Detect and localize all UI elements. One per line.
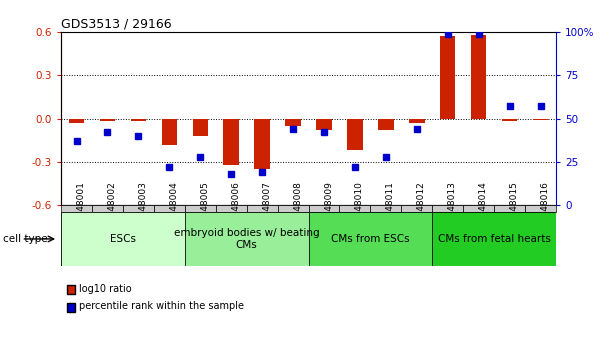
Bar	[61, 205, 92, 212]
Text: ESCs: ESCs	[110, 234, 136, 244]
Bar	[224, 119, 239, 165]
Bar	[340, 205, 370, 212]
Bar	[401, 205, 433, 212]
Text: CMs from fetal hearts: CMs from fetal hearts	[437, 234, 551, 244]
Bar	[123, 205, 154, 212]
Text: GSM348008: GSM348008	[293, 181, 302, 236]
Bar	[247, 205, 277, 212]
Text: cell type: cell type	[3, 234, 48, 244]
Bar	[61, 212, 185, 266]
Bar	[471, 35, 486, 119]
Bar	[100, 119, 115, 121]
Bar	[254, 119, 270, 169]
Text: GSM348001: GSM348001	[76, 181, 86, 236]
Bar	[463, 205, 494, 212]
Text: GSM348015: GSM348015	[510, 181, 519, 236]
Bar	[440, 36, 455, 119]
Bar	[370, 205, 401, 212]
Bar	[433, 205, 463, 212]
Text: GSM348002: GSM348002	[108, 182, 117, 236]
Text: GSM348016: GSM348016	[541, 181, 549, 236]
Text: GSM348005: GSM348005	[200, 181, 210, 236]
Bar	[409, 119, 425, 123]
Text: GSM348007: GSM348007	[262, 181, 271, 236]
Text: embryoid bodies w/ beating
CMs: embryoid bodies w/ beating CMs	[174, 228, 320, 250]
Text: GSM348011: GSM348011	[386, 181, 395, 236]
Bar	[185, 212, 309, 266]
Text: GSM348013: GSM348013	[448, 181, 457, 236]
Bar	[162, 119, 177, 144]
Text: GSM348014: GSM348014	[478, 182, 488, 236]
Bar	[525, 205, 556, 212]
Bar	[316, 119, 332, 130]
Text: GSM348012: GSM348012	[417, 182, 426, 236]
Bar	[154, 205, 185, 212]
Text: GSM348009: GSM348009	[324, 181, 333, 236]
Bar	[131, 119, 146, 121]
Bar	[533, 119, 548, 120]
Bar	[502, 119, 518, 121]
Bar	[309, 205, 340, 212]
Text: CMs from ESCs: CMs from ESCs	[331, 234, 410, 244]
Text: GDS3513 / 29166: GDS3513 / 29166	[61, 18, 172, 31]
Text: GSM348003: GSM348003	[139, 181, 147, 236]
Text: GSM348006: GSM348006	[231, 181, 240, 236]
Bar	[277, 205, 309, 212]
Text: percentile rank within the sample: percentile rank within the sample	[79, 301, 244, 311]
Text: GSM348004: GSM348004	[169, 182, 178, 236]
Bar	[433, 212, 556, 266]
Bar	[185, 205, 216, 212]
Bar	[309, 212, 433, 266]
Text: log10 ratio: log10 ratio	[79, 284, 132, 293]
Bar	[347, 119, 363, 150]
Text: GSM348010: GSM348010	[355, 181, 364, 236]
Bar	[216, 205, 247, 212]
Bar	[285, 119, 301, 126]
Bar	[494, 205, 525, 212]
Bar	[69, 119, 84, 123]
Bar	[92, 205, 123, 212]
Bar	[378, 119, 393, 130]
Bar	[192, 119, 208, 136]
